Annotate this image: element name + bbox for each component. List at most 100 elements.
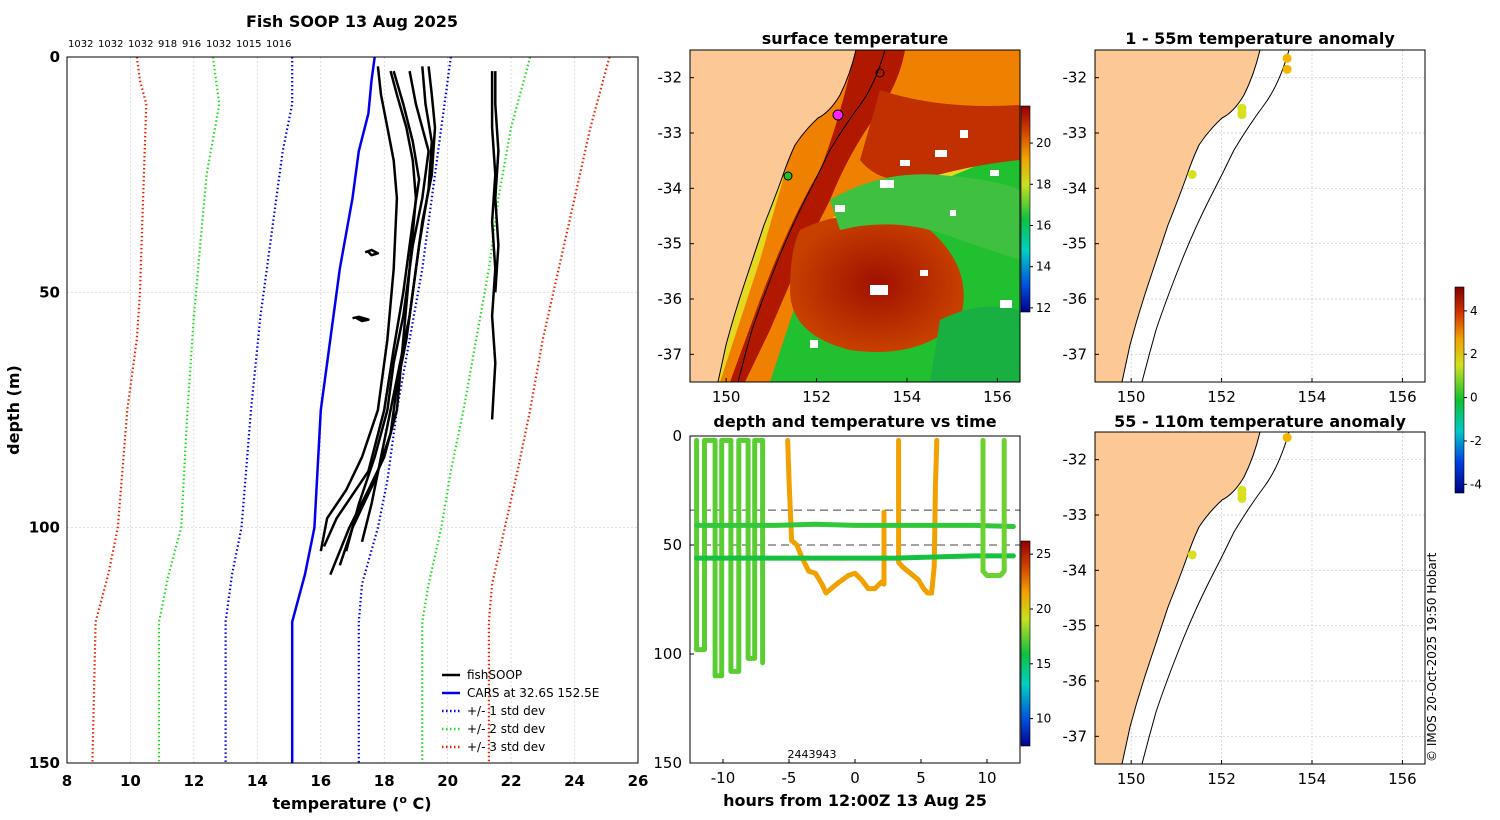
profile-series-line [421, 57, 532, 763]
anomaly-panel-2: 55 - 110m temperature anomaly 150 152 154 1… [1063, 412, 1426, 788]
anomaly-2-ticks: 150 152 154 156 -32 -33 -34 -35 -36 -37 [1063, 451, 1417, 788]
legend-label-std2: +/- 2 std dev [467, 722, 545, 736]
time-ytick-label: 150 [653, 754, 682, 772]
sst-green-intrusion [830, 174, 1020, 260]
top-number: 1032 [98, 39, 123, 50]
profile-ytick-label: 150 [29, 754, 60, 772]
map-lat-label: -36 [1063, 672, 1088, 690]
time-annotation: 2443943 [788, 748, 837, 761]
map-lon-label: 156 [983, 388, 1012, 406]
profile-series-line [360, 66, 434, 543]
profile-xtick-label: 18 [374, 772, 395, 790]
profile-series-line [322, 70, 421, 548]
colorbar-tick-label: 10 [1036, 712, 1051, 726]
profile-axes-frame [66, 56, 639, 764]
sst-map-title: surface temperature [762, 29, 949, 48]
top-number: 1016 [266, 39, 291, 50]
sst-eddy [790, 215, 964, 352]
profile-series-line [364, 248, 380, 257]
time-xtick-label: -10 [711, 769, 736, 787]
sst-offshore-red [860, 90, 1020, 181]
colorbar-tick-label: 20 [1036, 136, 1051, 150]
profile-top-numbers: 1032 1032 1032 918 916 1032 1015 1016 [68, 39, 291, 50]
profile-xtick-label: 12 [183, 772, 204, 790]
top-number: 1032 [206, 39, 231, 50]
colorbar-tick-label: 18 [1036, 177, 1051, 191]
time-ytick-label: 100 [653, 645, 682, 663]
xlabel-sup: o [399, 793, 407, 806]
profile-ytick-label: 0 [50, 48, 60, 66]
anomaly-2-isobath [1141, 432, 1290, 764]
anomaly-2-coastline [1121, 432, 1261, 764]
time-panel-title: depth and temperature vs time [713, 412, 996, 431]
map-lat-label: -35 [1063, 235, 1088, 253]
profile-xtick-label: 24 [564, 772, 585, 790]
time-series-trace [785, 437, 887, 596]
credit-text: © IMOS 20-Oct-2025 19:50 Hobart [1425, 552, 1439, 762]
sst-ticks: 150 152 154 156 -32 -33 -34 -35 -36 -37 [658, 69, 1012, 406]
time-xtick-label: 0 [850, 769, 860, 787]
sst-ship-marker-ring [875, 68, 885, 78]
legend-label-std3: +/- 3 std dev [467, 740, 545, 754]
map-lat-label: -33 [658, 124, 683, 142]
profile-xlabel: temperature (o C) [272, 793, 431, 813]
profile-series-line [357, 57, 452, 763]
sst-land [690, 50, 856, 382]
profile-series-line [344, 70, 430, 552]
profile-plot-area [67, 57, 638, 763]
anomaly-1-title: 1 - 55m temperature anomaly [1125, 29, 1395, 48]
anomaly-2-points [1187, 433, 1292, 560]
map-lat-label: -35 [1063, 617, 1088, 635]
colorbar-tick-label: 2 [1470, 347, 1478, 361]
anomaly-2-frame [1094, 431, 1426, 765]
time-series-trace [896, 437, 940, 596]
map-lon-label: 156 [1388, 770, 1417, 788]
anomaly-point [1187, 170, 1197, 179]
sst-ship-marker-green [783, 171, 793, 181]
anomaly-1-land [1095, 50, 1260, 382]
anomaly-panel-1: 1 - 55m temperature anomaly 150 152 154 156… [1063, 29, 1426, 406]
map-lon-label: 156 [1388, 388, 1417, 406]
map-lon-label: 150 [1117, 388, 1146, 406]
map-lon-label: 152 [1207, 770, 1236, 788]
profile-series-line [319, 66, 399, 552]
map-lat-label: -33 [1063, 124, 1088, 142]
profile-ytick-label: 50 [39, 283, 60, 301]
time-colorbar [1020, 540, 1031, 747]
map-lon-label: 154 [1298, 388, 1327, 406]
map-lat-label: -34 [658, 179, 683, 197]
profile-series-line [352, 315, 370, 323]
profile-series-line [224, 57, 294, 763]
sst-axes-frame [689, 49, 1021, 383]
anomaly-point [1237, 493, 1247, 503]
anomaly-point [1282, 433, 1292, 443]
colorbar-tick-label: 15 [1036, 657, 1051, 671]
profile-ytick-label: 100 [29, 519, 60, 537]
anomaly-1-map [1095, 50, 1290, 382]
sst-eac-core [730, 50, 905, 382]
anomaly-1-frame [1094, 49, 1426, 383]
anomaly-2-map [1095, 432, 1290, 764]
colorbar-tick-label: 14 [1036, 260, 1051, 274]
profile-series-group [91, 57, 611, 763]
profile-xtick-label: 16 [310, 772, 331, 790]
profile-xtick-label: 8 [62, 772, 72, 790]
profile-series-line [91, 57, 148, 763]
colorbar-tick-label: 12 [1036, 301, 1051, 315]
map-lon-label: 150 [1117, 770, 1146, 788]
legend-label-fishsoop: fishSOOP [467, 668, 522, 682]
anomaly-point [1282, 53, 1292, 63]
map-lat-label: -33 [1063, 506, 1088, 524]
colorbar-tick-label: -2 [1470, 434, 1482, 448]
time-xtick-label: 10 [977, 769, 996, 787]
profile-panel: Fish SOOP 13 Aug 2025 1032 1032 1032 918… [4, 12, 648, 813]
time-panel: depth and temperature vs time -10 -5 0 5 100… [653, 412, 1051, 810]
sst-isobath [737, 50, 886, 382]
colorbar-tick-label: 20 [1036, 602, 1051, 616]
top-number: 1015 [236, 39, 261, 50]
top-number: 918 [158, 39, 177, 50]
map-lon-label: 150 [712, 388, 741, 406]
profile-series-line [487, 57, 611, 763]
sst-colorbar [1020, 105, 1031, 313]
